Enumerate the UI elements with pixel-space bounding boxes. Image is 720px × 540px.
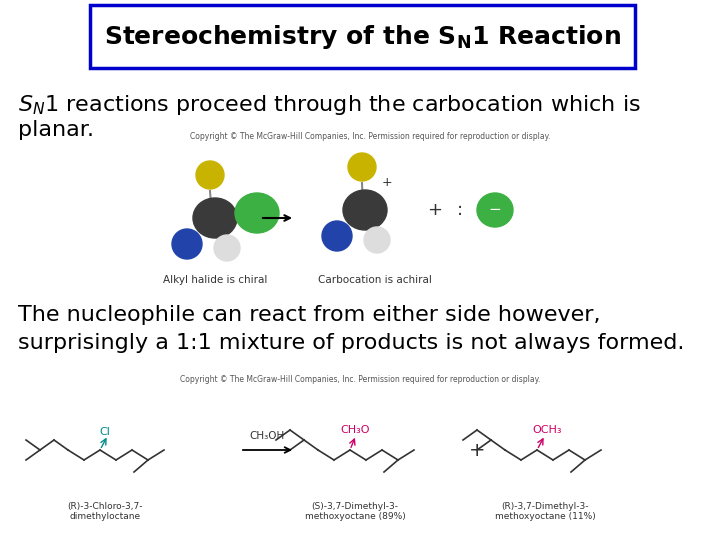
Text: Alkyl halide is chiral: Alkyl halide is chiral bbox=[163, 275, 267, 285]
Text: CH₃O: CH₃O bbox=[341, 425, 370, 435]
Ellipse shape bbox=[477, 193, 513, 227]
Text: +: + bbox=[469, 441, 485, 460]
Ellipse shape bbox=[322, 221, 352, 251]
Ellipse shape bbox=[214, 235, 240, 261]
Text: $S_N$1 reactions proceed through the carbocation which is: $S_N$1 reactions proceed through the car… bbox=[18, 93, 641, 117]
Text: Cl: Cl bbox=[99, 427, 110, 437]
Text: (R)-3,7-Dimethyl-3-
methoxyoctane (11%): (R)-3,7-Dimethyl-3- methoxyoctane (11%) bbox=[495, 502, 595, 522]
Ellipse shape bbox=[348, 153, 376, 181]
Text: +: + bbox=[428, 201, 443, 219]
Ellipse shape bbox=[235, 193, 279, 233]
Ellipse shape bbox=[172, 229, 202, 259]
Text: Copyright © The McGraw-Hill Companies, Inc. Permission required for reproduction: Copyright © The McGraw-Hill Companies, I… bbox=[190, 132, 550, 141]
Text: planar.: planar. bbox=[18, 120, 94, 140]
Ellipse shape bbox=[343, 190, 387, 230]
Ellipse shape bbox=[364, 227, 390, 253]
Text: (S)-3,7-Dimethyl-3-
methoxyoctane (89%): (S)-3,7-Dimethyl-3- methoxyoctane (89%) bbox=[305, 502, 405, 522]
Text: :: : bbox=[457, 201, 463, 219]
Ellipse shape bbox=[193, 198, 237, 238]
Text: The nucleophile can react from either side however,: The nucleophile can react from either si… bbox=[18, 305, 600, 325]
Text: Copyright © The McGraw-Hill Companies, Inc. Permission required for reproduction: Copyright © The McGraw-Hill Companies, I… bbox=[180, 375, 540, 384]
Text: (R)-3-Chloro-3,7-
dimethyloctane: (R)-3-Chloro-3,7- dimethyloctane bbox=[67, 502, 143, 522]
FancyBboxPatch shape bbox=[115, 130, 625, 295]
Text: surprisingly a 1:1 mixture of products is not always formed.: surprisingly a 1:1 mixture of products i… bbox=[18, 333, 685, 353]
Text: CH₃OH: CH₃OH bbox=[249, 431, 284, 441]
Text: +: + bbox=[382, 176, 392, 188]
Text: −: − bbox=[489, 202, 501, 218]
FancyBboxPatch shape bbox=[90, 5, 635, 68]
Text: Stereochemistry of the $\mathbf{S_N}$1 Reaction: Stereochemistry of the $\mathbf{S_N}$1 R… bbox=[104, 23, 621, 51]
Text: Carbocation is achiral: Carbocation is achiral bbox=[318, 275, 432, 285]
Ellipse shape bbox=[196, 161, 224, 189]
Text: OCH₃: OCH₃ bbox=[532, 425, 562, 435]
